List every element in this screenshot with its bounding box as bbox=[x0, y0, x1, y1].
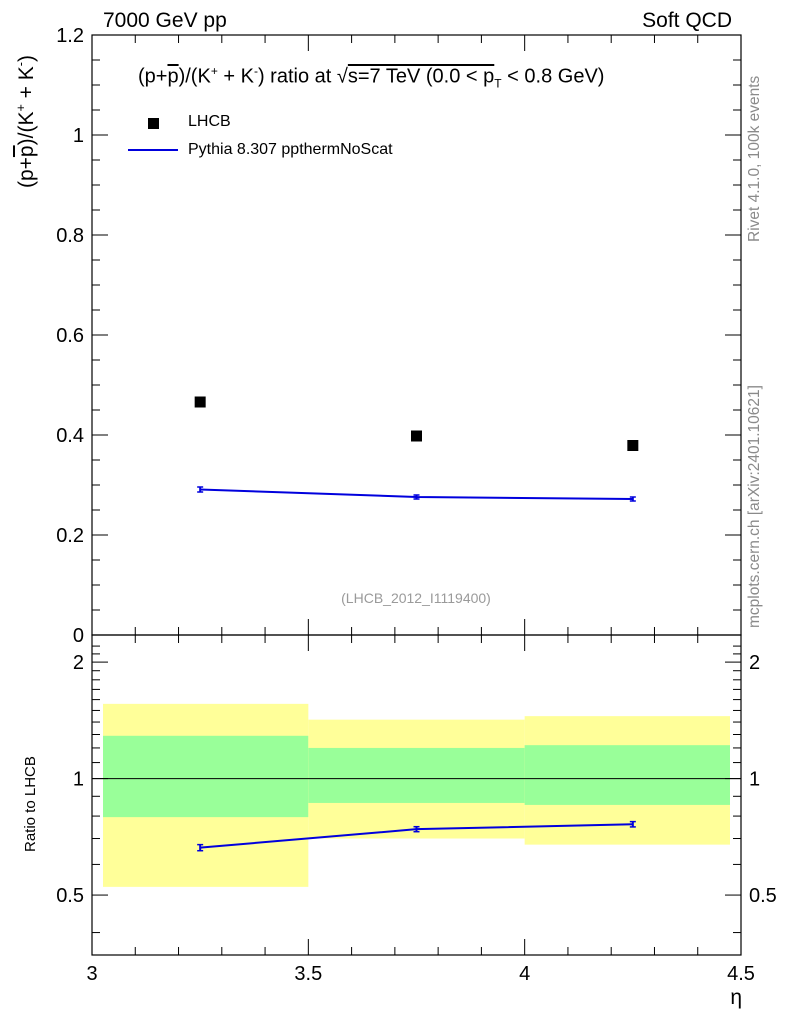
y-tick-label-main: 1.2 bbox=[56, 25, 84, 47]
y-tick-label-main: 0.6 bbox=[56, 325, 84, 347]
header-energy-label: 7000 GeV pp bbox=[103, 9, 227, 32]
legend-label-lhcb: LHCB bbox=[188, 113, 231, 130]
ratio-y-tick-label-left: 0.5 bbox=[56, 885, 84, 907]
x-tick-label: 3 bbox=[86, 963, 97, 985]
y-tick-label-main: 0.4 bbox=[56, 425, 84, 447]
legend-label-pythia: Pythia 8.307 ppthermNoScat bbox=[188, 141, 393, 158]
lhcb-data-point bbox=[194, 396, 206, 408]
ratio-y-tick-label-right: 1 bbox=[749, 769, 760, 791]
y-tick-label-main: 0.8 bbox=[56, 225, 84, 247]
y-tick-label-main: 1 bbox=[73, 125, 84, 147]
y-axis-label-ratio: Ratio to LHCB bbox=[22, 756, 39, 852]
y-axis-label-main: (p+p)/(K+ + K-) bbox=[14, 55, 38, 188]
ratio-inner-band bbox=[524, 745, 730, 805]
y-tick-label-main: 0.2 bbox=[56, 525, 84, 547]
x-axis-label: η bbox=[730, 986, 742, 1009]
rivet-version-label: Rivet 4.1.0, 100k events bbox=[746, 75, 763, 242]
header-process-label: Soft QCD bbox=[642, 9, 732, 32]
tick-labels: 0 0.2 0.4 0.6 0.8 1 1.2 0.5 0.5 1 1 2 2 3 3.5 4 4.5 bbox=[56, 25, 777, 985]
ratio-uncertainty-bands bbox=[103, 703, 730, 887]
ratio-inner-band bbox=[103, 735, 309, 818]
x-tick-label: 3.5 bbox=[294, 963, 322, 985]
x-tick-label: 4.5 bbox=[727, 963, 755, 985]
x-tick-label: 4 bbox=[519, 963, 530, 985]
ratio-y-tick-label-right: 0.5 bbox=[749, 885, 777, 907]
lhcb-data-point bbox=[627, 440, 639, 451]
lhcb-data-point bbox=[411, 430, 422, 442]
ratio-inner-band bbox=[308, 747, 525, 803]
ratio-y-tick-label-left: 1 bbox=[73, 769, 84, 791]
ratio-plot-frame bbox=[91, 634, 742, 956]
ratio-y-tick-label-right: 2 bbox=[749, 652, 760, 674]
legend-marker-lhcb bbox=[148, 118, 159, 129]
y-tick-label-main: 0 bbox=[73, 625, 84, 647]
analysis-id-watermark: (LHCB_2012_I1119400) bbox=[341, 590, 491, 606]
plot-title: (p+p)/(K+ + K-) ratio at √s=7 TeV (0.0 <… bbox=[138, 64, 605, 91]
ratio-y-tick-label-left: 2 bbox=[73, 652, 84, 674]
mcplots-reference-label: mcplots.cern.ch [arXiv:2401.10621] bbox=[746, 385, 763, 628]
